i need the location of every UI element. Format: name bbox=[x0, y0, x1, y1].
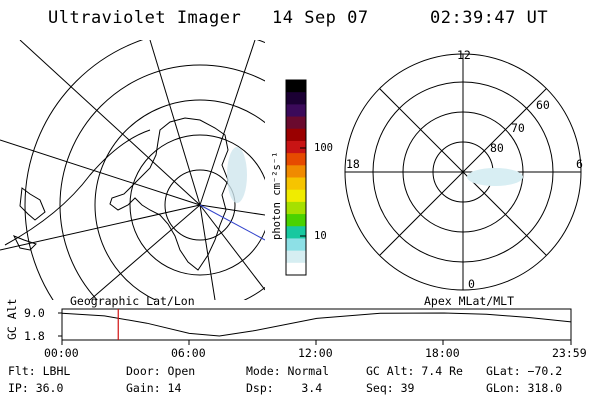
colorbar-segment bbox=[286, 201, 306, 215]
info-glon: GLon: 318.0 bbox=[486, 381, 563, 395]
continent-outline-2 bbox=[19, 187, 46, 221]
auroral-glow bbox=[227, 147, 247, 203]
sun-direction bbox=[199, 204, 265, 241]
info-gain: Gain: 14 bbox=[126, 381, 182, 395]
info-seq: Seq: 39 bbox=[366, 381, 415, 395]
colorbar-segment bbox=[286, 128, 306, 142]
x-tick-1800: 18:00 bbox=[425, 346, 460, 360]
colorbar-tick-10: 10 bbox=[314, 230, 327, 242]
header-date: 14 Sep 07 bbox=[272, 8, 369, 28]
lat-label-80: 80 bbox=[490, 141, 504, 155]
mlt-label-18: 18 bbox=[346, 157, 360, 171]
colorbar-unit-label: photon cm⁻²s⁻¹ bbox=[271, 151, 283, 240]
info-filter: Flt: LBHL bbox=[8, 364, 71, 378]
colorbar-segment bbox=[286, 153, 306, 166]
info-ip: IP: 36.0 bbox=[8, 381, 64, 395]
colorbar-segment bbox=[286, 104, 306, 118]
continent-outline bbox=[109, 117, 229, 271]
colorbar-segment bbox=[286, 80, 306, 93]
lat-label-70: 70 bbox=[511, 121, 525, 135]
colorbar-frame bbox=[285, 79, 307, 276]
y-tick-9: 9.0 bbox=[24, 306, 45, 320]
colorbar-tick-100: 100 bbox=[314, 142, 333, 154]
altitude-plot bbox=[58, 308, 572, 345]
polar-plot bbox=[344, 53, 582, 291]
geographic-map bbox=[0, 40, 265, 300]
instrument-title: Ultraviolet Imager bbox=[48, 8, 242, 28]
continent-outline-3 bbox=[12, 235, 37, 251]
x-tick-2359: 23:59 bbox=[552, 346, 587, 360]
colorbar-segment bbox=[286, 140, 306, 154]
colorbar-segment bbox=[286, 165, 306, 178]
colorbar-segment bbox=[286, 214, 306, 227]
terminator-arc bbox=[4, 129, 151, 246]
x-tick-0000: 00:00 bbox=[44, 346, 79, 360]
apex-label: Apex MLat/MLT bbox=[424, 294, 515, 308]
info-gc-alt: GC Alt: 7.4 Re bbox=[366, 364, 463, 378]
altitude-axis-label: GC Alt bbox=[5, 298, 19, 340]
mlt-label-12: 12 bbox=[457, 48, 471, 62]
colorbar-segment bbox=[286, 226, 306, 239]
latitude-circles bbox=[24, 40, 265, 300]
info-door: Door: Open bbox=[126, 364, 196, 378]
colorbar-segment bbox=[286, 189, 306, 203]
altitude-curve bbox=[61, 312, 572, 337]
info-glat: GLat: −70.2 bbox=[486, 364, 563, 378]
geographic-label: Geographic Lat/Lon bbox=[70, 294, 195, 308]
colorbar-segment bbox=[286, 177, 306, 191]
y-tick-1.8: 1.8 bbox=[24, 329, 45, 343]
x-tick-1200: 12:00 bbox=[298, 346, 333, 360]
mlt-label-6: 6 bbox=[576, 157, 583, 171]
x-tick-0600: 06:00 bbox=[171, 346, 206, 360]
colorbar-segment bbox=[286, 250, 306, 264]
info-mode: Mode: Normal bbox=[246, 364, 330, 378]
colorbar-segment bbox=[286, 238, 306, 252]
colorbar-segment bbox=[286, 262, 306, 276]
meridian-lines bbox=[0, 40, 265, 300]
colorbar-segment bbox=[286, 92, 306, 105]
lat-label-60: 60 bbox=[536, 98, 550, 112]
header-time: 02:39:47 UT bbox=[430, 8, 549, 28]
info-dsp: Dsp: 3.4 bbox=[246, 381, 323, 395]
colorbar-segment bbox=[286, 116, 306, 130]
polar-aurora bbox=[467, 168, 523, 186]
colorbar bbox=[286, 80, 306, 276]
mlt-label-0: 0 bbox=[468, 277, 475, 291]
